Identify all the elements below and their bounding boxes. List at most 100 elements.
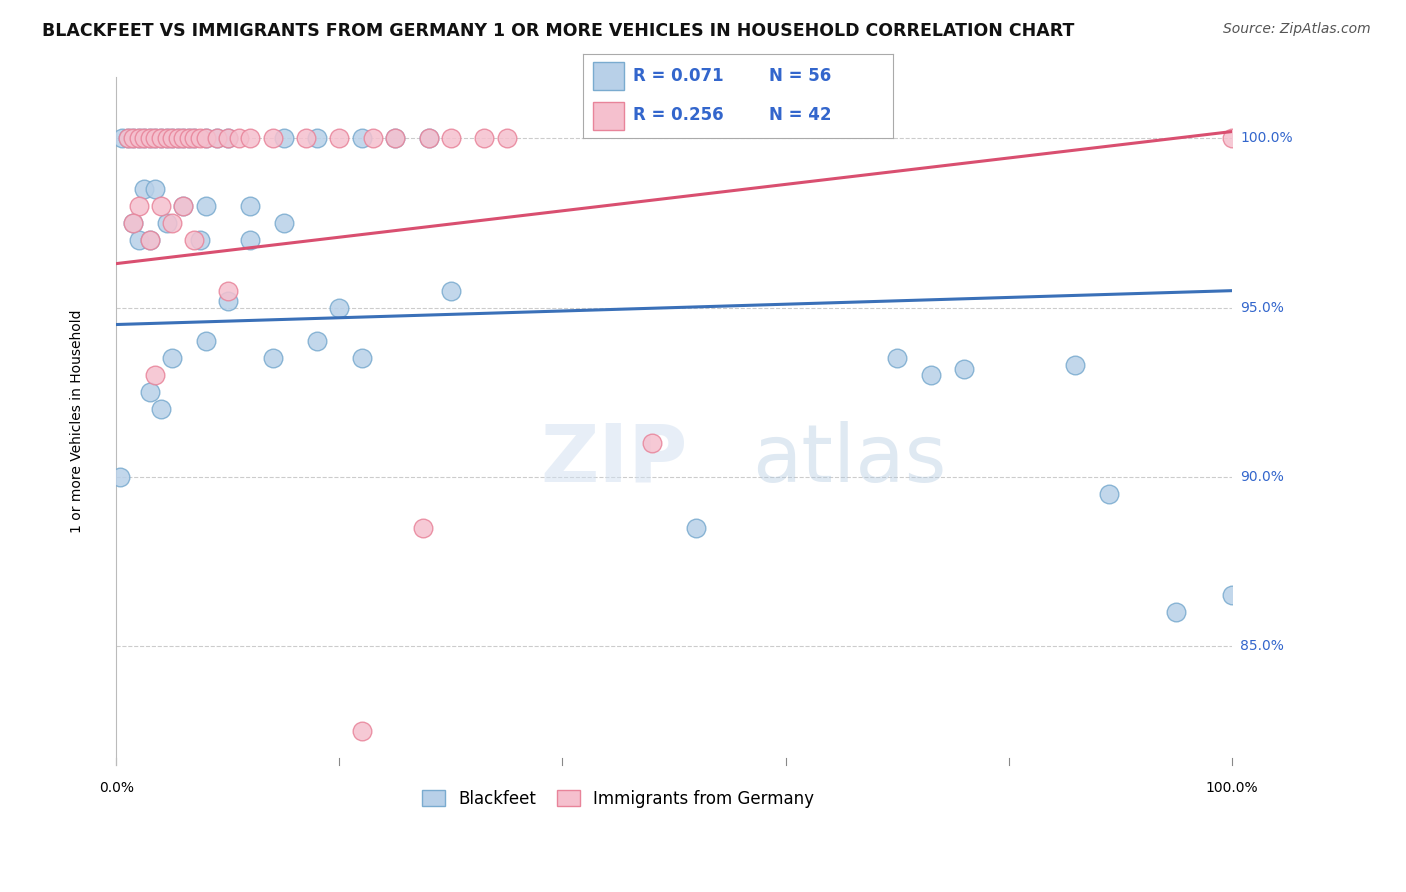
Point <box>134 131 156 145</box>
Point <box>150 131 173 145</box>
Point <box>1220 131 1243 145</box>
Point <box>122 216 145 230</box>
Point <box>139 131 162 145</box>
Point <box>188 233 211 247</box>
Point <box>128 131 150 145</box>
Point <box>128 131 150 145</box>
Point <box>328 131 350 145</box>
Point <box>150 402 173 417</box>
Point <box>145 131 167 145</box>
Point <box>160 131 183 145</box>
Point <box>418 131 440 145</box>
Text: N = 56: N = 56 <box>769 67 831 85</box>
Text: R = 0.071: R = 0.071 <box>633 67 724 85</box>
Point <box>172 199 194 213</box>
Point <box>273 131 295 145</box>
Text: 1 or more Vehicles in Household: 1 or more Vehicles in Household <box>70 310 84 533</box>
Point <box>117 131 139 145</box>
Point <box>953 361 976 376</box>
Point <box>188 131 211 145</box>
Point <box>139 385 162 400</box>
Point <box>273 216 295 230</box>
Point <box>150 199 173 213</box>
Point <box>228 131 250 145</box>
Point <box>172 131 194 145</box>
Text: ZIP: ZIP <box>540 421 688 499</box>
Point <box>920 368 942 383</box>
Point <box>134 182 156 196</box>
Point <box>128 199 150 213</box>
Point <box>328 301 350 315</box>
Point <box>239 131 262 145</box>
Point <box>1164 605 1187 619</box>
Point <box>384 131 406 145</box>
Point <box>139 233 162 247</box>
Point <box>183 233 205 247</box>
Point <box>194 199 217 213</box>
Point <box>111 131 134 145</box>
Point <box>134 131 156 145</box>
Point <box>350 723 373 738</box>
Point <box>122 131 145 145</box>
Text: R = 0.256: R = 0.256 <box>633 106 724 124</box>
Point <box>440 131 463 145</box>
Point <box>384 131 406 145</box>
Point <box>117 131 139 145</box>
Point <box>1220 588 1243 602</box>
Point <box>361 131 384 145</box>
Point <box>886 351 908 366</box>
Point <box>145 182 167 196</box>
Text: Source: ZipAtlas.com: Source: ZipAtlas.com <box>1223 22 1371 37</box>
Point <box>155 216 177 230</box>
Text: 100.0%: 100.0% <box>1205 781 1258 796</box>
Point <box>139 233 162 247</box>
Point <box>139 131 162 145</box>
Point <box>262 131 284 145</box>
Point <box>166 131 188 145</box>
FancyBboxPatch shape <box>593 102 624 130</box>
Point <box>685 520 707 534</box>
Legend: Blackfeet, Immigrants from Germany: Blackfeet, Immigrants from Germany <box>415 783 821 814</box>
Point <box>122 216 145 230</box>
Point <box>172 131 194 145</box>
Point <box>307 131 329 145</box>
Point <box>177 131 200 145</box>
Text: N = 42: N = 42 <box>769 106 831 124</box>
Point <box>495 131 517 145</box>
Point <box>205 131 228 145</box>
Point <box>160 131 183 145</box>
Point <box>194 334 217 349</box>
Point <box>160 351 183 366</box>
Point <box>145 131 167 145</box>
Point <box>183 131 205 145</box>
Point <box>217 293 239 308</box>
Point <box>145 368 167 383</box>
Point <box>172 199 194 213</box>
Point <box>350 351 373 366</box>
Point <box>128 233 150 247</box>
Point <box>641 436 664 450</box>
Point <box>295 131 318 145</box>
Point <box>166 131 188 145</box>
Point <box>412 520 434 534</box>
Text: 90.0%: 90.0% <box>1240 470 1284 483</box>
Point <box>155 131 177 145</box>
Point <box>177 131 200 145</box>
Point <box>194 131 217 145</box>
Point <box>307 334 329 349</box>
Point <box>217 131 239 145</box>
Point <box>108 470 131 484</box>
Point <box>239 233 262 247</box>
Point <box>1064 358 1087 372</box>
Point <box>155 131 177 145</box>
Text: 85.0%: 85.0% <box>1240 639 1284 653</box>
Text: 95.0%: 95.0% <box>1240 301 1284 315</box>
Point <box>194 131 217 145</box>
Point <box>217 284 239 298</box>
Point <box>474 131 496 145</box>
Text: atlas: atlas <box>752 421 946 499</box>
Point <box>440 284 463 298</box>
Point <box>205 131 228 145</box>
Point <box>239 199 262 213</box>
Text: 100.0%: 100.0% <box>1240 131 1292 145</box>
